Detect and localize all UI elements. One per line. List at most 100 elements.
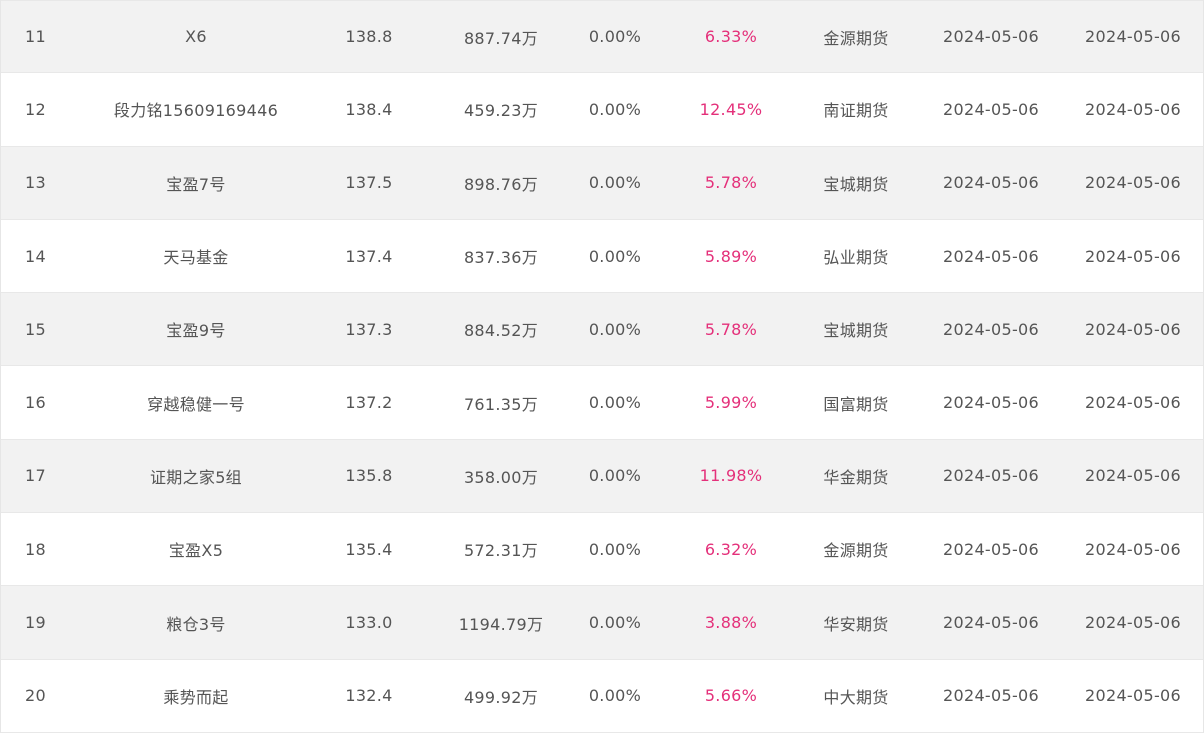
end-date-cell: 2024-05-06 — [1085, 27, 1181, 47]
rank-cell: 18 — [25, 539, 46, 559]
end-date-cell: 2024-05-06 — [1085, 319, 1181, 339]
start-date-cell: 2024-05-06 — [943, 319, 1039, 339]
return-cell: 5.89% — [704, 246, 758, 266]
return-cell: 11.98% — [699, 466, 763, 486]
company-cell: 国富期货 — [823, 394, 889, 414]
amount-cell: 887.74万 — [463, 28, 539, 48]
start-date-cell: 2024-05-06 — [943, 539, 1039, 559]
table-row[interactable]: 15 宝盈9号 137.3 884.52万 0.00% 5.78% 宝城期货 2… — [1, 293, 1203, 367]
start-date-cell: 2024-05-06 — [943, 173, 1039, 193]
return-cell: 3.88% — [704, 613, 758, 633]
table-row[interactable]: 16 穿越稳健一号 137.2 761.35万 0.00% 5.99% 国富期货… — [1, 366, 1203, 440]
start-date-cell: 2024-05-06 — [943, 686, 1039, 706]
account-name-cell[interactable]: 宝盈X5 — [168, 541, 224, 561]
score-cell: 137.3 — [345, 319, 393, 339]
amount-cell: 761.35万 — [463, 394, 539, 414]
amount-cell: 1194.79万 — [458, 614, 544, 634]
drawdown-cell: 0.00% — [588, 319, 642, 339]
account-name-cell[interactable]: 穿越稳健一号 — [147, 394, 245, 414]
return-cell: 6.32% — [704, 539, 758, 559]
score-cell: 132.4 — [345, 686, 393, 706]
score-cell: 133.0 — [345, 613, 393, 633]
account-name-cell[interactable]: X6 — [185, 27, 207, 47]
start-date-cell: 2024-05-06 — [943, 246, 1039, 266]
company-cell: 弘业期货 — [823, 248, 889, 268]
end-date-cell: 2024-05-06 — [1085, 686, 1181, 706]
start-date-cell: 2024-05-06 — [943, 466, 1039, 486]
company-cell: 南证期货 — [823, 101, 889, 121]
return-cell: 5.78% — [704, 319, 758, 339]
account-name-cell[interactable]: 段力铭15609169446 — [113, 101, 279, 121]
account-name-cell[interactable]: 乘势而起 — [163, 687, 229, 707]
score-cell: 138.4 — [345, 99, 393, 119]
end-date-cell: 2024-05-06 — [1085, 613, 1181, 633]
table-row[interactable]: 14 天马基金 137.4 837.36万 0.00% 5.89% 弘业期货 2… — [1, 219, 1203, 294]
account-name-cell[interactable]: 粮仓3号 — [166, 614, 226, 634]
return-cell: 5.66% — [704, 686, 758, 706]
rank-cell: 15 — [25, 319, 46, 339]
table-row[interactable]: 18 宝盈X5 135.4 572.31万 0.00% 6.32% 金源期货 2… — [1, 513, 1203, 587]
company-cell: 中大期货 — [823, 687, 889, 707]
company-cell: 华金期货 — [823, 467, 889, 487]
return-cell: 12.45% — [699, 99, 763, 119]
company-cell: 宝城期货 — [823, 174, 889, 194]
amount-cell: 358.00万 — [463, 467, 539, 487]
amount-cell: 459.23万 — [463, 101, 539, 121]
company-cell: 华安期货 — [823, 614, 889, 634]
end-date-cell: 2024-05-06 — [1085, 246, 1181, 266]
drawdown-cell: 0.00% — [588, 686, 642, 706]
drawdown-cell: 0.00% — [588, 393, 642, 413]
table-row[interactable]: 12 段力铭15609169446 138.4 459.23万 0.00% 12… — [1, 73, 1203, 147]
company-cell: 宝城期货 — [823, 321, 889, 341]
drawdown-cell: 0.00% — [588, 99, 642, 119]
table-row[interactable]: 13 宝盈7号 137.5 898.76万 0.00% 5.78% 宝城期货 2… — [1, 146, 1203, 220]
amount-cell: 898.76万 — [463, 174, 539, 194]
table-row[interactable]: 17 证期之家5组 135.8 358.00万 0.00% 11.98% 华金期… — [1, 439, 1203, 514]
table-row[interactable]: 20 乘势而起 132.4 499.92万 0.00% 5.66% 中大期货 2… — [1, 659, 1203, 733]
account-name-cell[interactable]: 证期之家5组 — [150, 467, 242, 487]
return-cell: 5.78% — [704, 173, 758, 193]
score-cell: 135.8 — [345, 466, 393, 486]
end-date-cell: 2024-05-06 — [1085, 393, 1181, 413]
rank-cell: 14 — [25, 246, 46, 266]
amount-cell: 837.36万 — [463, 248, 539, 268]
return-cell: 6.33% — [704, 27, 758, 47]
rank-cell: 13 — [25, 173, 46, 193]
rank-cell: 17 — [25, 466, 46, 486]
drawdown-cell: 0.00% — [588, 27, 642, 47]
rank-cell: 12 — [25, 99, 46, 119]
score-cell: 135.4 — [345, 539, 393, 559]
score-cell: 138.8 — [345, 27, 393, 47]
amount-cell: 499.92万 — [463, 687, 539, 707]
amount-cell: 884.52万 — [463, 321, 539, 341]
rank-cell: 11 — [25, 27, 46, 47]
score-cell: 137.2 — [345, 393, 393, 413]
company-cell: 金源期货 — [823, 28, 889, 48]
table-row[interactable]: 11 X6 138.8 887.74万 0.00% 6.33% 金源期货 202… — [1, 0, 1203, 74]
amount-cell: 572.31万 — [463, 541, 539, 561]
rank-cell: 16 — [25, 393, 46, 413]
start-date-cell: 2024-05-06 — [943, 613, 1039, 633]
account-name-cell[interactable]: 宝盈7号 — [166, 174, 226, 194]
account-name-cell[interactable]: 宝盈9号 — [166, 321, 226, 341]
drawdown-cell: 0.00% — [588, 173, 642, 193]
drawdown-cell: 0.00% — [588, 466, 642, 486]
account-name-cell[interactable]: 天马基金 — [163, 248, 229, 268]
start-date-cell: 2024-05-06 — [943, 393, 1039, 413]
score-cell: 137.5 — [345, 173, 393, 193]
end-date-cell: 2024-05-06 — [1085, 173, 1181, 193]
return-cell: 5.99% — [704, 393, 758, 413]
end-date-cell: 2024-05-06 — [1085, 539, 1181, 559]
score-cell: 137.4 — [345, 246, 393, 266]
end-date-cell: 2024-05-06 — [1085, 99, 1181, 119]
end-date-cell: 2024-05-06 — [1085, 466, 1181, 486]
drawdown-cell: 0.00% — [588, 246, 642, 266]
start-date-cell: 2024-05-06 — [943, 99, 1039, 119]
rank-cell: 20 — [25, 686, 46, 706]
drawdown-cell: 0.00% — [588, 539, 642, 559]
table-row[interactable]: 19 粮仓3号 133.0 1194.79万 0.00% 3.88% 华安期货 … — [1, 586, 1203, 660]
company-cell: 金源期货 — [823, 541, 889, 561]
start-date-cell: 2024-05-06 — [943, 27, 1039, 47]
rank-cell: 19 — [25, 613, 46, 633]
